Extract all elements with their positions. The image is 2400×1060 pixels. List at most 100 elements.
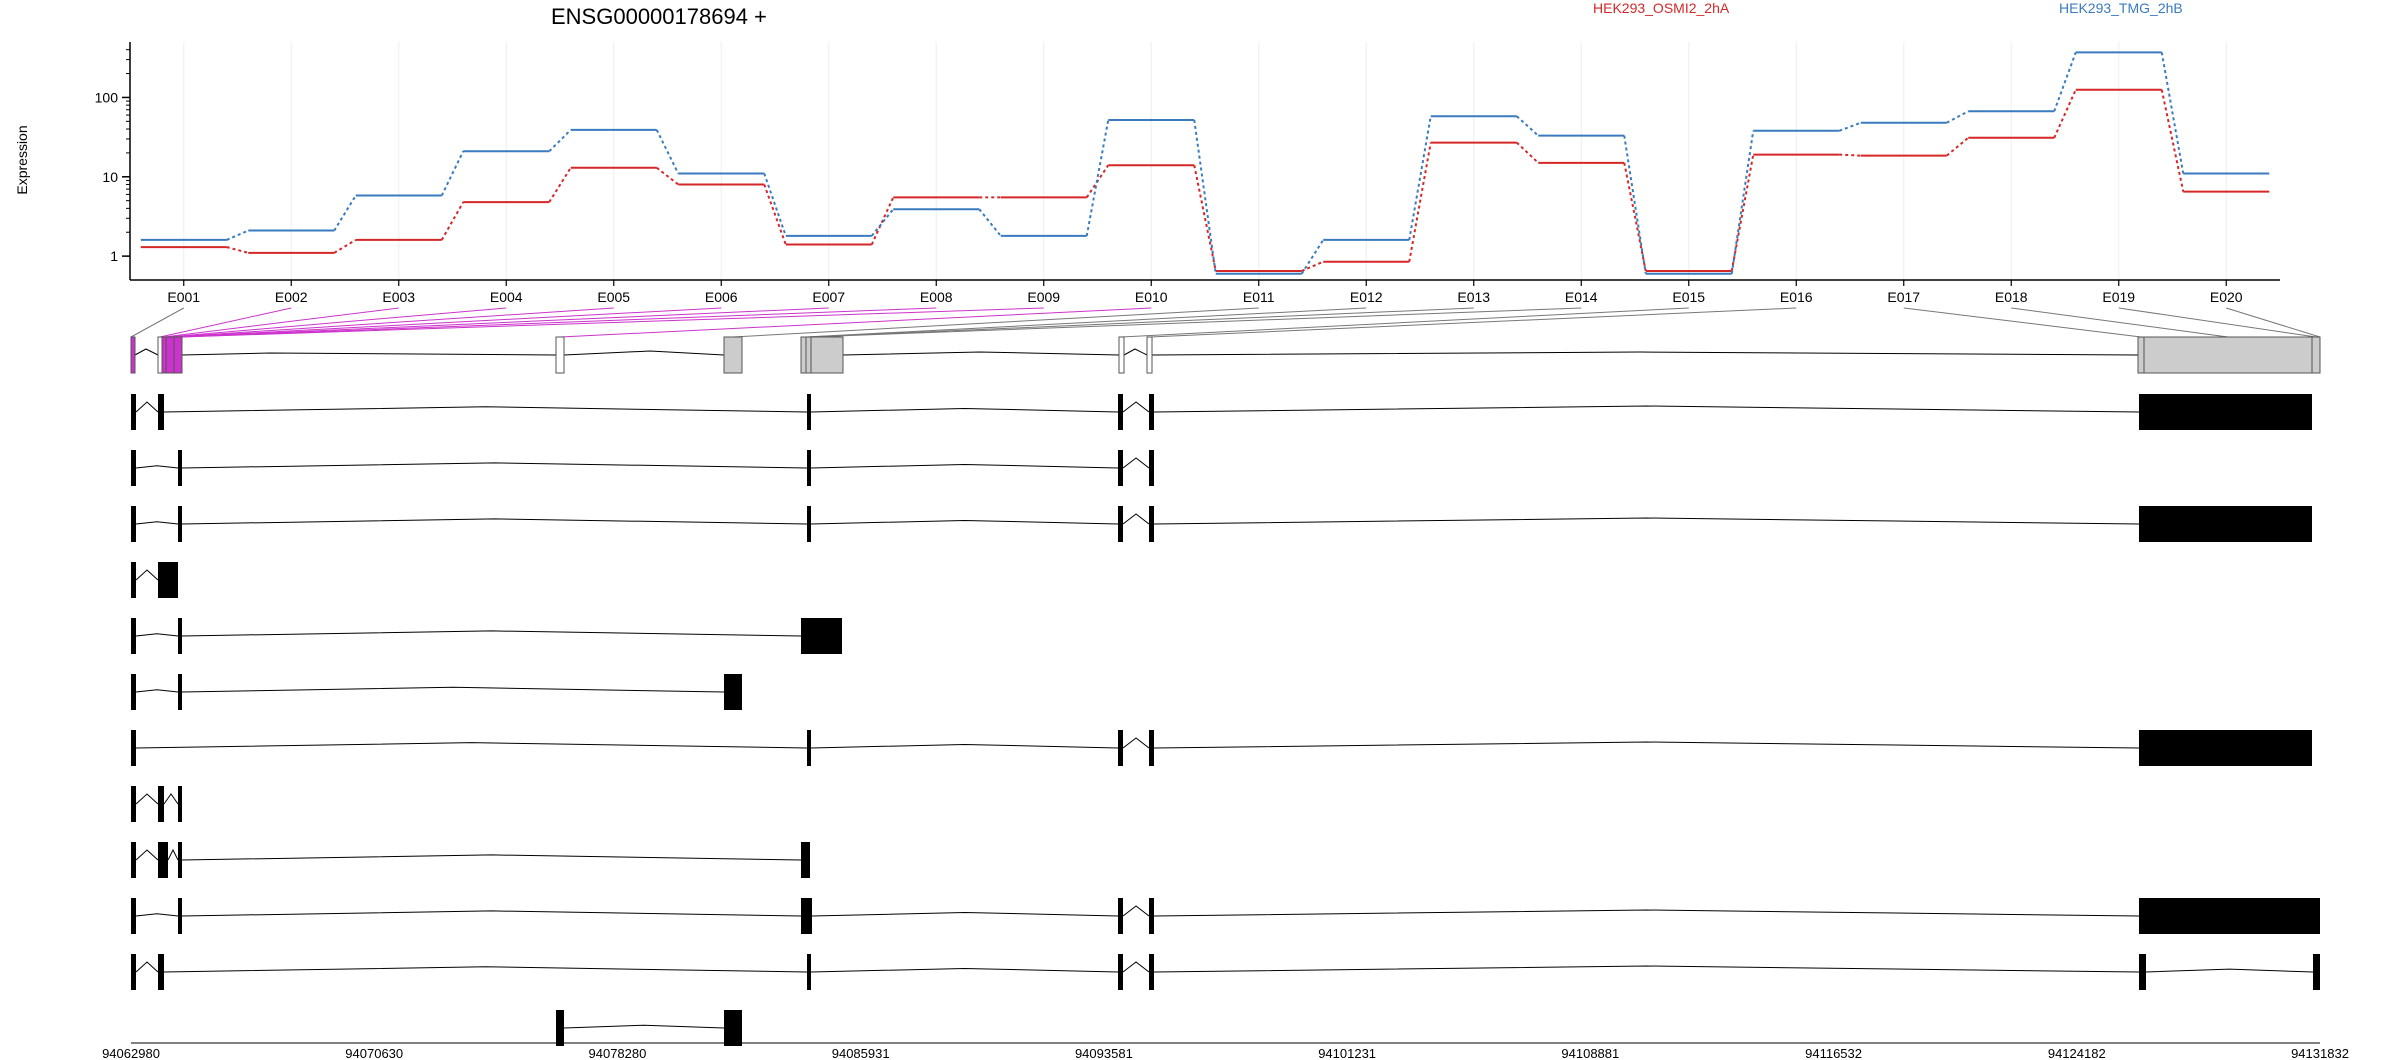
connector-HEK293_TMG_2hB [1730, 130, 1755, 274]
transcript-tracks [131, 394, 2320, 1046]
x-tick-label-E015: E015 [1672, 289, 1705, 305]
transcript-exon [158, 954, 164, 990]
mapping-line-E008 [179, 307, 937, 338]
gene-model-exon-bin [1118, 336, 1125, 374]
transcript-exon [1149, 506, 1154, 542]
connector-HEK293_TMG_2hB [1193, 119, 1217, 274]
transcript-exon [131, 674, 136, 710]
transcript-exon [724, 1010, 742, 1046]
transcript-intron [135, 905, 2140, 917]
connector-HEK293_TMG_2hB [226, 229, 249, 241]
transcript-exon [807, 450, 811, 486]
transcript-intron [135, 401, 2140, 413]
transcript-exon [1149, 730, 1154, 766]
transcript-exon [2139, 506, 2312, 542]
mapping-line-E017 [1903, 307, 2142, 338]
connector-HEK293_TMG_2hB [978, 208, 1002, 237]
transcript-5 [131, 618, 842, 654]
transcript-3 [131, 506, 2312, 542]
transcript-exon [1149, 898, 1154, 934]
x-tick-label-E017: E017 [1887, 289, 1920, 305]
connector-HEK293_TMG_2hB [333, 195, 357, 232]
connector-HEK293_TMG_2hB [655, 129, 680, 174]
transcript-intron [135, 793, 179, 805]
transcript-8 [131, 786, 182, 822]
x-tick-label-E005: E005 [597, 289, 630, 305]
transcript-exon [1118, 898, 1123, 934]
transcript-exon [807, 954, 811, 990]
mapping-line-E003 [163, 307, 399, 338]
y-axis: 1 10 100 [95, 42, 131, 280]
exon-mapping-lines [130, 307, 2321, 338]
y-tick-label-1: 1 [110, 248, 118, 264]
transcript-exon [724, 674, 742, 710]
x-tick-label-E014: E014 [1565, 289, 1598, 305]
transcript-exon [131, 450, 136, 486]
connector-HEK293_TMG_2hB [1085, 119, 1110, 237]
connector-HEK293_OSMI2_2hA [870, 196, 895, 245]
connector-HEK293_OSMI2_2hA [763, 184, 787, 245]
transcript-exon [131, 730, 136, 766]
connector-HEK293_TMG_2hB [1623, 135, 1647, 274]
connector-HEK293_OSMI2_2hA [440, 201, 465, 241]
mapping-line-E004 [167, 307, 507, 338]
mapping-line-E014 [809, 307, 1582, 338]
gene-model-exon-bin [2137, 336, 2145, 374]
x-tick-label-E008: E008 [920, 289, 953, 305]
connector-HEK293_TMG_2hB [1516, 115, 1539, 137]
legend-entry-tmg: HEK293_TMG_2hB [2059, 0, 2183, 16]
transcript-9 [131, 842, 810, 878]
connector-HEK293_OSMI2_2hA [1623, 162, 1647, 272]
transcript-intron [135, 513, 2140, 525]
mapping-line-E001 [130, 307, 184, 338]
connector-HEK293_OSMI2_2hA [1516, 141, 1539, 164]
x-tick-label-E003: E003 [382, 289, 415, 305]
genomic-coordinate-axis: 94062980 94070630 94078280 94085931 94093581… [102, 1042, 2349, 1060]
gene-model-track [130, 336, 2321, 374]
transcript-1 [131, 394, 2312, 430]
mapping-line-E009 [181, 307, 1044, 338]
coordinate-label-94078280: 94078280 [589, 1046, 647, 1060]
mapping-line-E019 [2118, 307, 2317, 338]
transcript-intron [135, 457, 1150, 469]
transcript-exon [2313, 954, 2320, 990]
transcript-exon [131, 562, 136, 598]
mapping-line-E015 [1120, 307, 1689, 338]
transcript-exon [178, 618, 182, 654]
gene-model-exon-bin [555, 336, 565, 374]
transcript-exon [178, 450, 182, 486]
coordinate-label-94124182: 94124182 [2048, 1046, 2106, 1060]
transcript-exon [1118, 450, 1123, 486]
mapping-line-E018 [2011, 307, 2229, 338]
transcript-12 [556, 1010, 742, 1046]
mapping-line-E013 [807, 307, 1474, 338]
gene-model-exon-bin [2311, 336, 2321, 374]
transcript-exon [178, 898, 182, 934]
transcript-exon [158, 394, 164, 430]
x-tick-label-E018: E018 [1995, 289, 2028, 305]
mapping-line-E006 [175, 307, 722, 338]
connector-HEK293_OSMI2_2hA [1193, 164, 1217, 272]
connector-HEK293_TMG_2hB [763, 173, 787, 237]
y-axis-label: Expression [14, 125, 30, 194]
transcript-10 [131, 898, 2320, 934]
transcript-intron [563, 1024, 725, 1029]
transcript-exon [807, 730, 811, 766]
transcript-exon [1118, 506, 1123, 542]
gene-model-exon-bin [173, 336, 183, 374]
transcript-exon [1118, 394, 1123, 430]
mapping-line-E005 [171, 307, 614, 338]
transcript-intron [135, 848, 802, 861]
y-tick-label-10: 10 [102, 169, 118, 185]
connector-HEK293_OSMI2_2hA [656, 166, 679, 186]
transcript-exon [131, 786, 136, 822]
transcript-7 [131, 730, 2312, 766]
y-tick-label-100: 100 [95, 89, 119, 105]
transcript-exon [178, 674, 182, 710]
transcript-exon [131, 618, 136, 654]
connector-HEK293_TMG_2hB [1946, 110, 1969, 124]
x-tick-label-E004: E004 [490, 289, 523, 305]
transcript-exon [556, 1010, 564, 1046]
x-tick-label-E011: E011 [1243, 289, 1275, 305]
